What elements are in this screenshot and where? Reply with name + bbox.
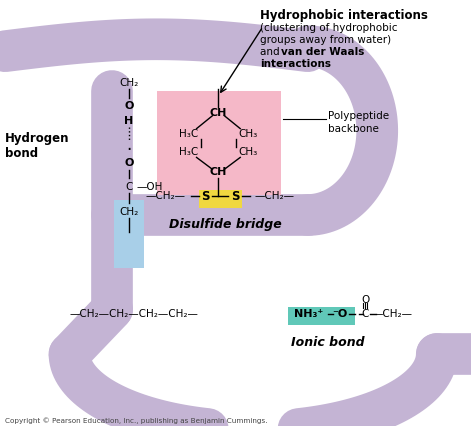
- Text: van der Waals: van der Waals: [281, 47, 365, 57]
- Text: —CH₂—CH₂—CH₂—CH₂—: —CH₂—CH₂—CH₂—CH₂—: [70, 309, 199, 319]
- Text: (clustering of hydrophobic: (clustering of hydrophobic: [260, 24, 398, 33]
- Text: C: C: [362, 309, 369, 319]
- Text: CH₂: CH₂: [119, 207, 139, 217]
- Text: ⁻O: ⁻O: [332, 309, 347, 319]
- Text: NH₃⁺: NH₃⁺: [294, 309, 323, 319]
- Text: ·: ·: [127, 142, 132, 160]
- Text: CH: CH: [210, 167, 227, 177]
- Text: groups away from water): groups away from water): [260, 36, 391, 45]
- Text: H₃C: H₃C: [179, 148, 198, 158]
- Text: —CH₂—: —CH₂—: [146, 191, 186, 201]
- Text: S: S: [201, 190, 210, 202]
- Text: Hydrogen
bond: Hydrogen bond: [5, 131, 70, 160]
- Bar: [157, 91, 281, 195]
- Bar: [288, 307, 356, 325]
- Text: interactions: interactions: [260, 59, 331, 69]
- Text: Copyright © Pearson Education, Inc., publishing as Benjamin Cummings.: Copyright © Pearson Education, Inc., pub…: [5, 417, 267, 424]
- Text: CH: CH: [210, 108, 227, 118]
- Text: —OH: —OH: [137, 182, 164, 192]
- Text: H: H: [125, 116, 134, 126]
- Bar: [199, 190, 242, 208]
- Text: CH₃: CH₃: [238, 128, 258, 139]
- Text: O: O: [124, 101, 134, 111]
- Text: Polypeptide: Polypeptide: [328, 111, 389, 121]
- Bar: [288, 307, 329, 325]
- Text: O: O: [124, 158, 134, 168]
- Text: Ionic bond: Ionic bond: [291, 336, 365, 349]
- Text: backbone: backbone: [328, 124, 378, 134]
- Text: CH₂: CH₂: [119, 78, 139, 88]
- Text: and: and: [260, 47, 283, 57]
- Text: Disulfide bridge: Disulfide bridge: [169, 218, 282, 231]
- Text: CH₃: CH₃: [238, 148, 258, 158]
- Text: —CH₂—: —CH₂—: [255, 191, 295, 201]
- Text: C: C: [125, 182, 133, 192]
- Bar: [114, 200, 144, 268]
- Text: Hydrophobic interactions: Hydrophobic interactions: [260, 9, 428, 23]
- Text: —CH₂—: —CH₂—: [372, 309, 412, 319]
- Text: H₃C: H₃C: [179, 128, 198, 139]
- Text: O: O: [361, 295, 369, 305]
- Text: S: S: [231, 190, 239, 202]
